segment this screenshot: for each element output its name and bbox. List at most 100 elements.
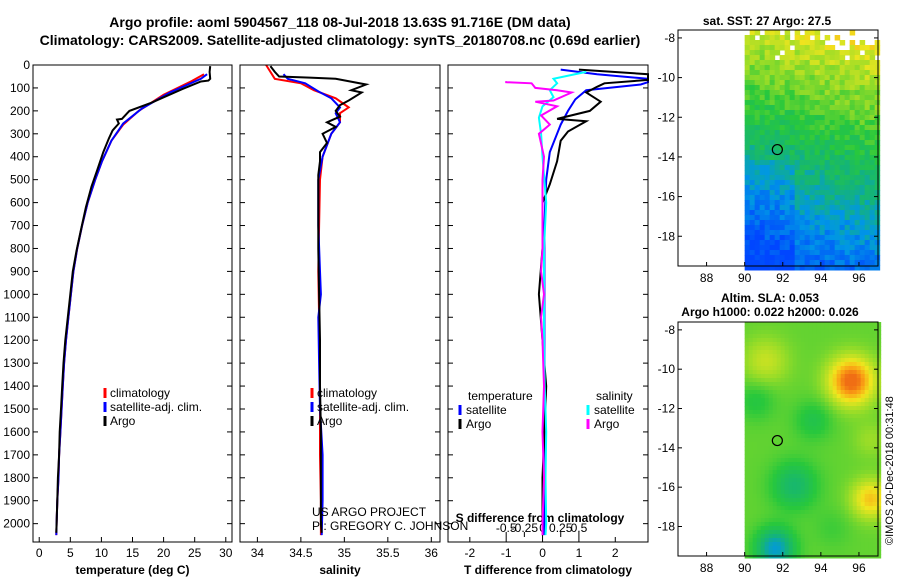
map-cell [814, 205, 821, 211]
map-cell [839, 120, 846, 126]
map-cell [800, 358, 806, 363]
map-cell [756, 454, 762, 459]
map-cell [876, 350, 882, 355]
map-cell [844, 498, 850, 503]
map-cell [744, 338, 750, 343]
map-cell [754, 50, 761, 56]
map-cell [844, 454, 850, 459]
map-cell [876, 382, 882, 387]
map-cell [864, 506, 870, 511]
map-cell [759, 65, 766, 71]
map-cell [876, 550, 882, 555]
map-cell [844, 170, 851, 176]
y-tick-label: 400 [10, 150, 30, 164]
map-cell [854, 255, 861, 261]
map-cell [759, 200, 766, 206]
map-cell [868, 346, 874, 351]
map-cell [752, 362, 758, 367]
map-cell [809, 245, 816, 251]
map-cell [769, 105, 776, 111]
map-cell [754, 155, 761, 161]
map-cell [804, 326, 810, 331]
map-cell [792, 394, 798, 399]
map-cell [799, 120, 806, 126]
map-cell [839, 185, 846, 191]
map-cell [834, 195, 841, 201]
map-cell [814, 75, 821, 81]
map-cell [864, 220, 871, 226]
map-cell [752, 466, 758, 471]
map-cell [744, 354, 750, 359]
map-cell [852, 330, 858, 335]
map-cell [784, 394, 790, 399]
map-cell [819, 220, 826, 226]
map-cell [804, 50, 811, 56]
map-cell [820, 422, 826, 427]
map-cell [814, 240, 821, 246]
map-cell [812, 494, 818, 499]
map-cell [789, 115, 796, 121]
map-cell [872, 362, 878, 367]
map-cell [864, 450, 870, 455]
map-cell [864, 235, 871, 241]
map-cell [844, 478, 850, 483]
map-cell [819, 135, 826, 141]
map-cell [849, 65, 856, 71]
map-cell [864, 422, 870, 427]
map-cell [832, 406, 838, 411]
map-cell [876, 474, 882, 479]
map-cell [744, 426, 750, 431]
map-cell [854, 130, 861, 136]
map-cell [849, 160, 856, 166]
map-cell [864, 398, 870, 403]
map-cell [824, 250, 831, 256]
map-cell [794, 175, 801, 181]
map-cell [796, 450, 802, 455]
map-cell [808, 386, 814, 391]
map-cell [744, 514, 750, 519]
map-cell [744, 70, 751, 76]
map-cell [854, 220, 861, 226]
map-cell [848, 482, 854, 487]
map-cell [844, 110, 851, 116]
map-cell [769, 135, 776, 141]
map-cell [749, 170, 756, 176]
map-cell [848, 514, 854, 519]
map-cell [844, 450, 850, 455]
map-cell [844, 470, 850, 475]
map-cell [839, 65, 846, 71]
map-cell [756, 418, 762, 423]
map-cell [800, 342, 806, 347]
map-cell [779, 90, 786, 96]
map-cell [824, 514, 830, 519]
map-cell [784, 250, 791, 256]
map-cell [856, 370, 862, 375]
map-cell [779, 245, 786, 251]
map-cell [749, 80, 756, 86]
map-cell [854, 75, 861, 81]
map-cell [799, 85, 806, 91]
map-cell [756, 474, 762, 479]
map-cell [792, 322, 798, 327]
map-cell [799, 50, 806, 56]
map-cell [744, 334, 750, 339]
map-cell [768, 550, 774, 555]
map-cell [819, 180, 826, 186]
map-cell [812, 350, 818, 355]
map-cell [756, 534, 762, 539]
map-cell [808, 370, 814, 375]
map-cell [864, 210, 871, 216]
map-cell [869, 140, 876, 146]
map-cell [752, 474, 758, 479]
map-cell [839, 135, 846, 141]
map-cell [844, 346, 850, 351]
map-cell [820, 510, 826, 515]
map-cell [860, 542, 866, 547]
map-cell [829, 230, 836, 236]
map-cell [784, 362, 790, 367]
map-cell [819, 240, 826, 246]
map-cell [848, 442, 854, 447]
map-cell [820, 434, 826, 439]
map-cell [839, 225, 846, 231]
map-cell [812, 442, 818, 447]
